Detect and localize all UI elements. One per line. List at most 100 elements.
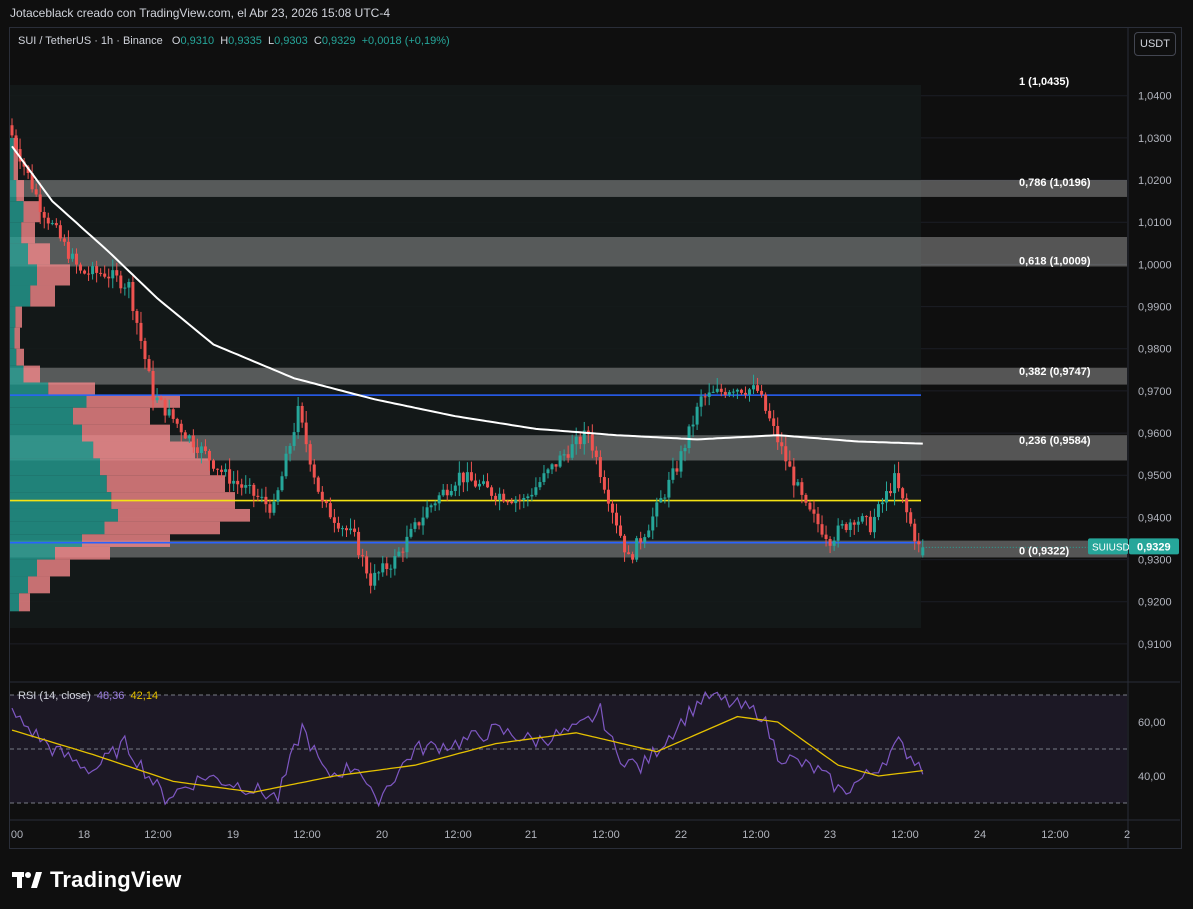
candle-body — [103, 273, 107, 277]
candle-body — [413, 522, 417, 529]
candle-body — [187, 435, 191, 439]
candle-body — [171, 409, 175, 419]
volume-profile-up — [10, 365, 24, 383]
candle-body — [913, 523, 917, 542]
candle-body — [179, 423, 183, 433]
time-axis-label: 12:00 — [592, 829, 620, 841]
candle-body — [598, 457, 602, 478]
candle-body — [469, 472, 473, 481]
candle-body — [635, 538, 639, 560]
volume-profile-up — [10, 458, 100, 476]
candle-body — [207, 450, 211, 461]
candle-body — [723, 391, 727, 396]
candle-body — [623, 535, 627, 553]
open-label: O — [171, 35, 181, 47]
candle-body — [844, 524, 848, 530]
candle-body — [893, 473, 897, 494]
candle-body — [606, 489, 610, 504]
candle-body — [46, 217, 50, 224]
candle-body — [792, 466, 796, 486]
fib-label: 1 (1,0435) — [1019, 76, 1069, 88]
candle-body — [50, 223, 54, 225]
candle-body — [546, 469, 550, 474]
candle-body — [155, 397, 159, 401]
candle-body — [389, 568, 393, 570]
candle-body — [671, 468, 675, 480]
price-axis-label: 1,0300 — [1138, 133, 1172, 145]
candle-body — [14, 135, 18, 150]
candle-body — [353, 528, 357, 532]
candle-body — [264, 496, 268, 505]
candle-body — [909, 512, 913, 524]
symbol-name[interactable]: SUI / TetherUS · 1h · Binance — [18, 35, 163, 47]
candle-body — [139, 322, 143, 341]
low-value: 0,9303 — [274, 35, 308, 47]
time-axis-label: 19 — [227, 829, 239, 841]
symbol-tag-bg — [1088, 538, 1128, 555]
time-axis-label: 23 — [824, 829, 836, 841]
volume-profile-up — [10, 137, 14, 181]
candle-body — [143, 340, 147, 360]
candle-body — [292, 432, 296, 446]
candle-body — [820, 524, 824, 535]
high-value: 0,9335 — [228, 35, 262, 47]
volume-profile-up — [10, 559, 37, 577]
candle-body — [675, 468, 679, 472]
candle-body — [707, 392, 711, 397]
candle-body — [216, 468, 220, 470]
candle-body — [921, 547, 925, 556]
currency-button[interactable]: USDT — [1134, 32, 1176, 56]
candle-body — [824, 534, 828, 539]
tradingview-icon — [12, 872, 42, 888]
candle-body — [95, 266, 99, 273]
volume-profile-up — [10, 424, 82, 442]
candle-body — [619, 525, 623, 536]
candle-body — [901, 488, 905, 499]
candle-body — [268, 504, 272, 513]
candle-body — [336, 522, 340, 529]
candle-body — [703, 396, 707, 398]
candle-body — [232, 480, 236, 484]
rsi-title[interactable]: RSI (14, close) — [18, 690, 91, 702]
candle-body — [828, 538, 832, 546]
candle-body — [780, 442, 784, 447]
candle-body — [18, 149, 22, 162]
volume-profile-up — [10, 534, 82, 547]
volume-profile-up — [10, 180, 17, 202]
candle-body — [433, 503, 437, 506]
volume-profile-up — [10, 306, 16, 328]
candle-body — [54, 223, 58, 226]
volume-profile-up — [10, 593, 19, 612]
candle-body — [240, 484, 244, 488]
tradingview-logo[interactable]: TradingView — [12, 866, 181, 894]
price-axis-label: 0,9300 — [1138, 555, 1172, 567]
candle-body — [800, 482, 804, 495]
candle-body — [836, 525, 840, 541]
change-value: +0,0018 (+0,19%) — [361, 35, 450, 47]
candle-body — [66, 241, 70, 259]
candle-body — [522, 498, 526, 501]
candle-body — [42, 212, 46, 218]
volume-profile-up — [10, 327, 15, 349]
low-label: L — [267, 35, 275, 47]
candle-body — [252, 484, 256, 496]
volume-profile-up — [10, 475, 107, 493]
candle-body — [405, 536, 409, 553]
candle-body — [554, 464, 558, 467]
candle-body — [58, 225, 62, 239]
candle-body — [566, 454, 570, 458]
candle-body — [409, 528, 413, 537]
candle-body — [880, 502, 884, 505]
candle-body — [687, 426, 691, 449]
candle-body — [244, 485, 248, 488]
candle-body — [514, 499, 518, 504]
candle-body — [195, 447, 199, 453]
candle-body — [498, 493, 502, 500]
candle-body — [631, 554, 635, 560]
volume-profile-down — [118, 508, 250, 522]
open-value: 0,9310 — [180, 35, 215, 47]
candle-body — [256, 495, 260, 497]
candle-body — [83, 270, 87, 274]
volume-profile-down — [23, 201, 40, 223]
